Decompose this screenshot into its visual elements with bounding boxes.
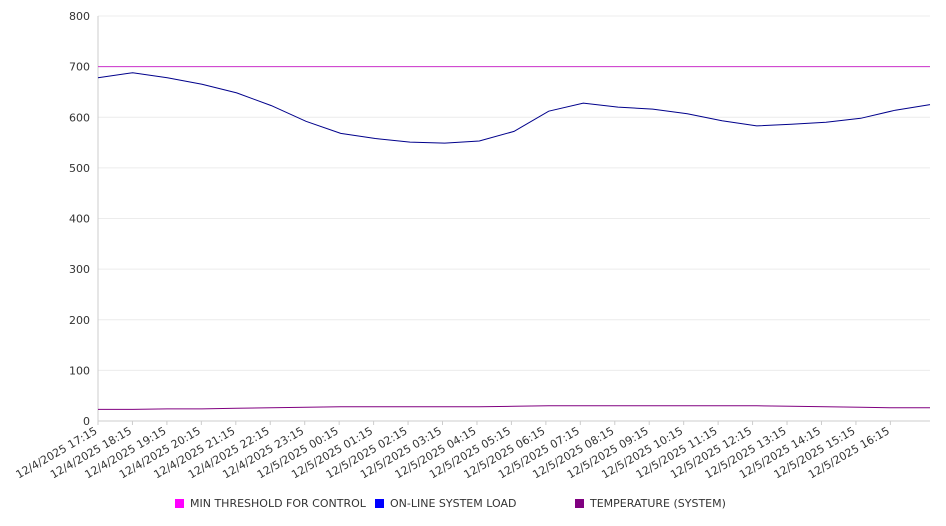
y-tick-label: 400 <box>69 213 90 226</box>
series-line-2 <box>98 405 930 410</box>
legend-item-system-load[interactable]: ON-LINE SYSTEM LOAD <box>375 497 516 510</box>
series-line-1 <box>97 72 931 144</box>
legend-item-temperature[interactable]: TEMPERATURE (SYSTEM) <box>575 497 726 510</box>
y-tick-label: 800 <box>69 10 90 23</box>
legend-label-temperature: TEMPERATURE (SYSTEM) <box>590 497 726 510</box>
legend-item-threshold[interactable]: MIN THRESHOLD FOR CONTROL <box>175 497 366 510</box>
legend: MIN THRESHOLD FOR CONTROL ON-LINE SYSTEM… <box>0 497 946 515</box>
y-tick-labels: 0 100 200 300 400 500 600 700 800 <box>69 10 90 428</box>
legend-label-system-load: ON-LINE SYSTEM LOAD <box>390 497 517 510</box>
y-tick-label: 200 <box>69 314 90 327</box>
y-tick-label: 700 <box>69 61 90 74</box>
legend-label-threshold: MIN THRESHOLD FOR CONTROL <box>190 497 366 510</box>
y-tick-label: 0 <box>83 415 90 428</box>
y-tick-label: 100 <box>69 364 90 377</box>
legend-swatch-system-load <box>375 499 384 508</box>
axes <box>97 16 930 422</box>
legend-swatch-temperature <box>575 499 584 508</box>
y-tick-label: 600 <box>69 111 90 124</box>
legend-swatch-threshold <box>175 499 184 508</box>
y-tick-label: 500 <box>69 162 90 175</box>
series-lines <box>97 66 931 410</box>
y-tick-label: 300 <box>69 263 90 276</box>
grid-lines <box>98 15 930 371</box>
